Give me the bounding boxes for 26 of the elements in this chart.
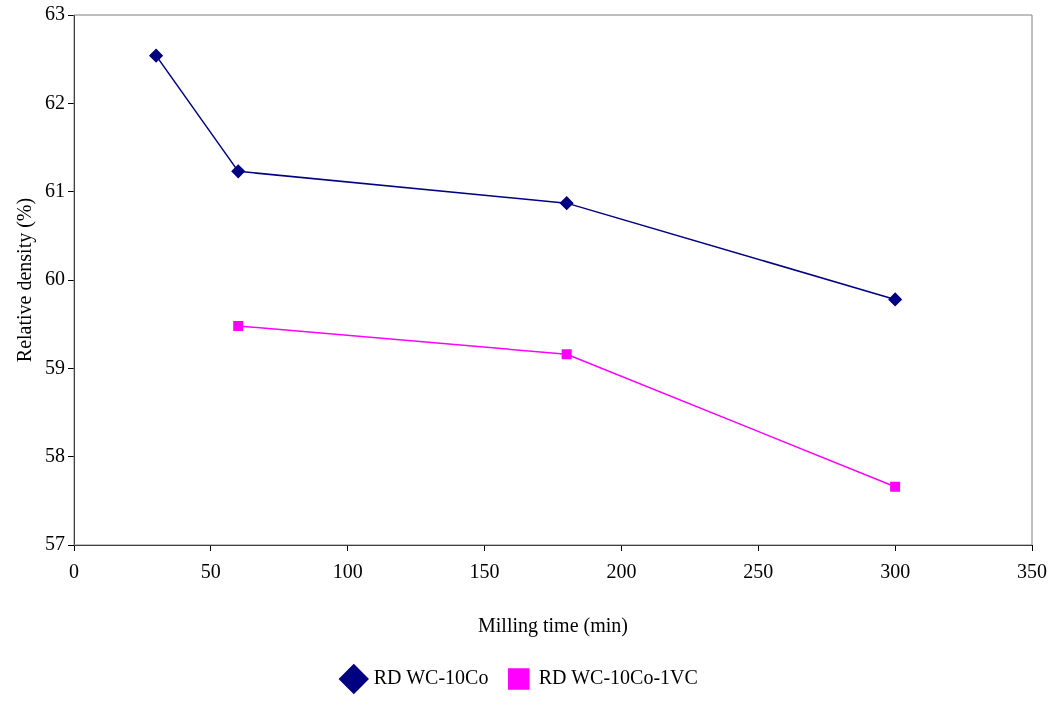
x-tick-label: 150: [469, 560, 500, 583]
x-tick-label: 300: [880, 560, 911, 583]
point: [890, 481, 901, 492]
point: [149, 48, 163, 63]
point: [888, 292, 902, 307]
y-tick-label: 63: [45, 2, 65, 25]
point: [559, 196, 574, 210]
legend-label: RD WC-10Co: [373, 666, 489, 689]
y-tick-label: 58: [45, 443, 65, 466]
x-tick-label: 250: [743, 560, 774, 583]
x-tick-label: 200: [606, 560, 637, 583]
x-tick-label: 50: [200, 560, 221, 583]
y-tick-label: 57: [45, 532, 65, 555]
y-tick-label: 60: [45, 267, 65, 290]
x-tick-label: 350: [1017, 560, 1047, 583]
point: [561, 349, 572, 360]
x-axis-title: Milling time (min): [478, 614, 628, 638]
y-axis-title: Relative density (%): [13, 197, 37, 363]
y-tick-label: 61: [45, 178, 65, 201]
x-tick-label: 0: [69, 560, 79, 583]
legend-label: RD WC-10Co-1VC: [538, 666, 698, 689]
point: [233, 320, 244, 331]
x-tick-label: 100: [332, 560, 363, 583]
point: [231, 164, 245, 179]
y-tick-label: 62: [45, 90, 65, 113]
y-tick-label: 59: [45, 355, 65, 378]
